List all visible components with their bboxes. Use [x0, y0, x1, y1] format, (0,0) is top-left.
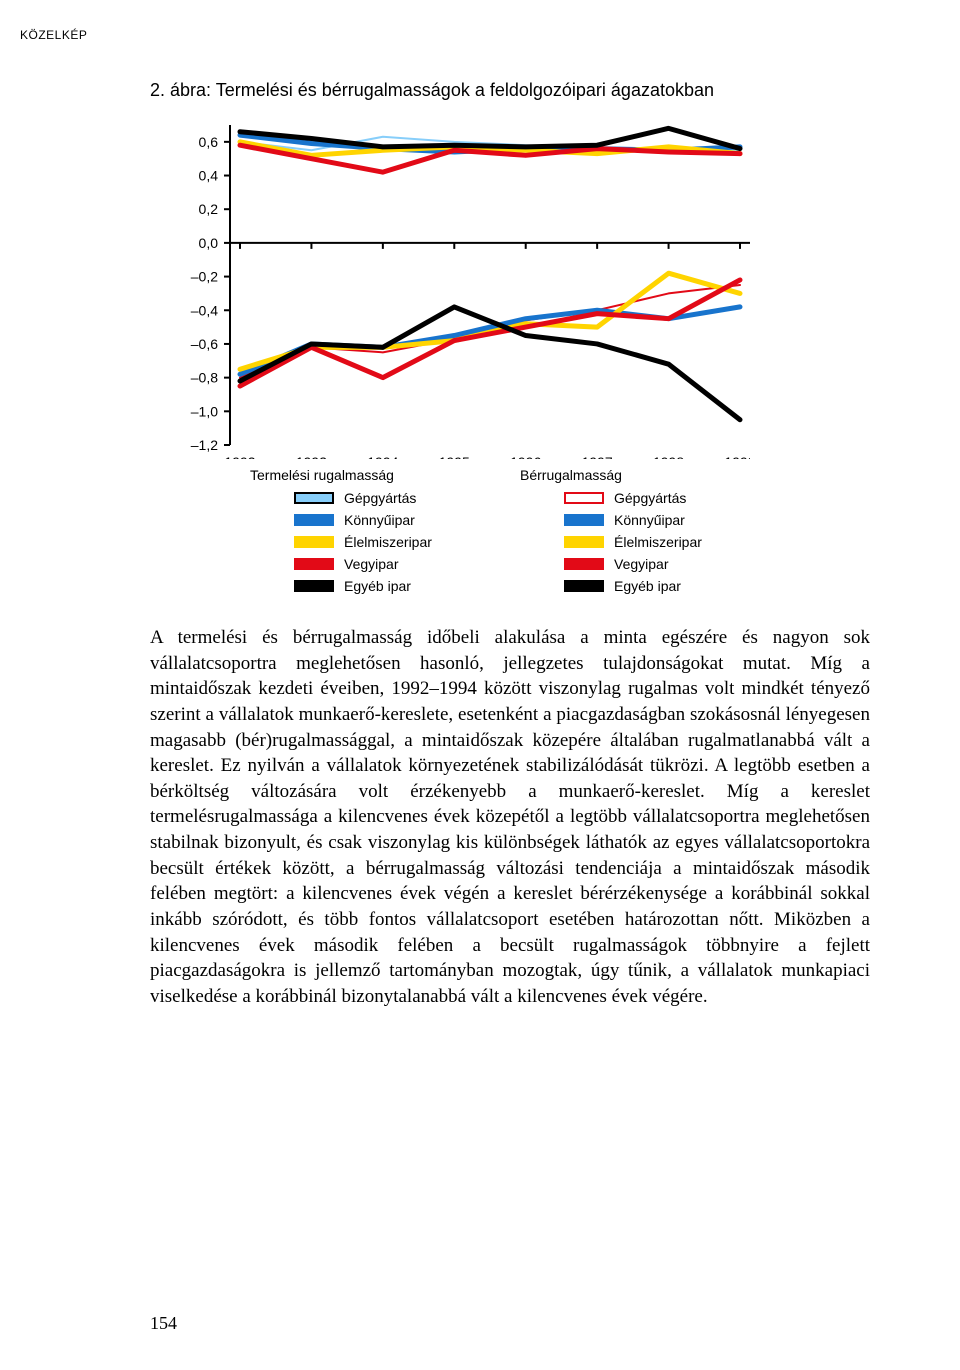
legend-label: Élelmiszeripar	[344, 534, 432, 550]
legend-label: Vegyipar	[344, 556, 398, 572]
svg-text:–1,2: –1,2	[191, 437, 218, 453]
line-chart: 0,6 0,4 0,2 0,0 –0,2 –0,4 –0,6 –0,8 –1,0 –1,2 1992…	[170, 119, 750, 459]
legend-swatch	[294, 558, 334, 570]
legend-item-right-2: Élelmiszeripar	[564, 531, 790, 553]
series-ber-egyebipar	[240, 307, 740, 420]
legend-swatch	[294, 536, 334, 548]
legend-label: Gépgyártás	[344, 490, 416, 506]
legend-item-right-0: Gépgyártás	[564, 487, 790, 509]
body-paragraph: A termelési és bérrugalmasság időbeli al…	[150, 625, 870, 1010]
legend-item-right-4: Egyéb ipar	[564, 575, 790, 597]
legend-label: Könnyűipar	[614, 512, 685, 528]
svg-text:–1,0: –1,0	[191, 403, 218, 419]
legend-label: Egyéb ipar	[614, 578, 681, 594]
svg-text:1998: 1998	[653, 454, 684, 459]
figure-title: 2. ábra: Termelési és bérrugalmasságok a…	[150, 80, 870, 101]
legend-swatch	[564, 558, 604, 570]
legend-item-left-1: Könnyűipar	[294, 509, 520, 531]
legend-label: Egyéb ipar	[344, 578, 411, 594]
legend-label: Könnyűipar	[344, 512, 415, 528]
legend-swatch	[564, 580, 604, 592]
svg-text:0,0: 0,0	[199, 235, 219, 251]
svg-text:1992: 1992	[224, 454, 255, 459]
legend-item-left-3: Vegyipar	[294, 553, 520, 575]
legend-swatch	[564, 536, 604, 548]
svg-text:0,2: 0,2	[199, 201, 219, 217]
svg-text:1995: 1995	[439, 454, 470, 459]
svg-text:1996: 1996	[510, 454, 541, 459]
legend-swatch	[294, 514, 334, 526]
svg-text:1999: 1999	[724, 454, 750, 459]
running-head: KÖZELKÉP	[20, 28, 87, 42]
legend-label: Vegyipar	[614, 556, 668, 572]
page-number: 154	[150, 1313, 177, 1334]
chart-legend: Termelési rugalmasság Gépgyártás Könnyűip…	[250, 467, 870, 597]
legend-item-left-0: Gépgyártás	[294, 487, 520, 509]
legend-item-left-2: Élelmiszeripar	[294, 531, 520, 553]
legend-item-left-4: Egyéb ipar	[294, 575, 520, 597]
legend-swatch	[294, 580, 334, 592]
legend-right-column: Bérrugalmasság Gépgyártás Könnyűipar Élelm…	[520, 467, 790, 597]
svg-text:1993: 1993	[296, 454, 327, 459]
legend-swatch	[294, 492, 334, 504]
legend-label: Élelmiszeripar	[614, 534, 702, 550]
legend-label: Gépgyártás	[614, 490, 686, 506]
svg-text:0,6: 0,6	[199, 134, 219, 150]
svg-text:1994: 1994	[367, 454, 398, 459]
svg-text:–0,4: –0,4	[191, 302, 218, 318]
svg-text:1997: 1997	[582, 454, 613, 459]
legend-left-column: Termelési rugalmasság Gépgyártás Könnyűip…	[250, 467, 520, 597]
legend-right-title: Bérrugalmasság	[520, 467, 790, 483]
legend-swatch	[564, 492, 604, 504]
legend-item-right-3: Vegyipar	[564, 553, 790, 575]
legend-item-right-1: Könnyűipar	[564, 509, 790, 531]
svg-text:–0,2: –0,2	[191, 269, 218, 285]
svg-text:–0,8: –0,8	[191, 370, 218, 386]
legend-swatch	[564, 514, 604, 526]
chart-svg: 0,6 0,4 0,2 0,0 –0,2 –0,4 –0,6 –0,8 –1,0 –1,2 1992…	[170, 119, 750, 459]
svg-text:0,4: 0,4	[199, 168, 219, 184]
svg-text:–0,6: –0,6	[191, 336, 218, 352]
legend-left-title: Termelési rugalmasság	[250, 467, 520, 483]
